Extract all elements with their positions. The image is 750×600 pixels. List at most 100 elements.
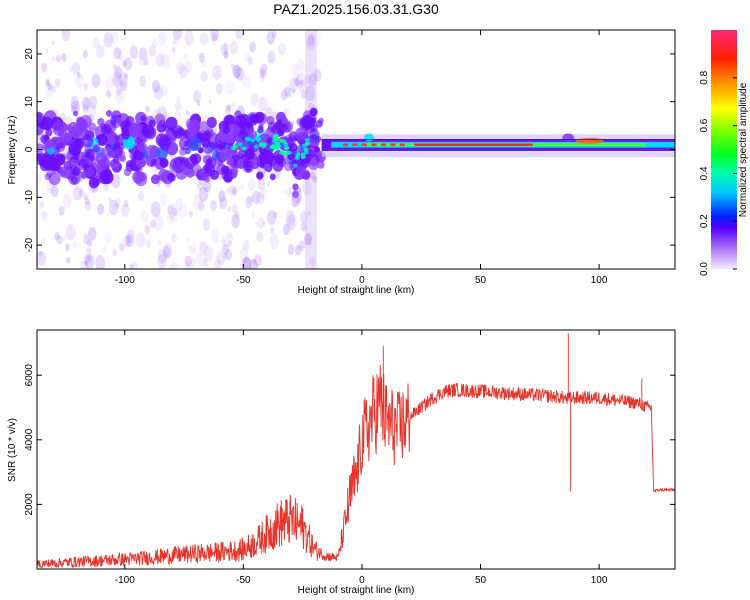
heatmap-noise-cell	[166, 212, 175, 226]
heatmap-cell	[84, 151, 91, 159]
snr-x-tick-label: 50	[475, 575, 487, 586]
spectrogram-y-ticks: -20 -10 0 10 20	[24, 48, 675, 252]
heatmap-noise-cell	[114, 65, 123, 79]
heatmap-cell	[48, 172, 61, 186]
heatmap-cell	[71, 127, 78, 135]
heatmap-noise-cell	[41, 210, 48, 221]
heatmap-cell	[88, 122, 97, 132]
heatmap-cell	[257, 126, 264, 134]
heatmap-noise-cell	[232, 186, 238, 196]
heatmap-cell	[69, 159, 78, 168]
heatmap-cell	[269, 173, 276, 181]
heatmap-cell	[226, 157, 235, 166]
heatmap-noise-cell	[45, 78, 50, 86]
heatmap-noise-cell	[183, 53, 188, 61]
heatmap-noise-cell	[262, 221, 266, 227]
heatmap-noise-cell	[88, 95, 98, 110]
heatmap-cell	[165, 141, 179, 156]
heatmap-noise-cell	[300, 221, 307, 232]
heatmap-noise-cell	[235, 30, 244, 39]
spectrogram-y-tick-label: -10	[24, 190, 35, 205]
heatmap-noise-cell	[240, 183, 244, 190]
heatmap-noise-cell	[65, 224, 76, 241]
heatmap-noise-cell	[122, 59, 127, 67]
heatmap-hot-cell	[286, 150, 292, 155]
heatmap-noise-cell	[211, 35, 216, 43]
heatmap-noise-cell	[236, 185, 240, 191]
heatmap-noise-cell	[223, 50, 229, 60]
heatmap-noise-cell	[137, 191, 145, 202]
heatmap-noise-cell	[285, 210, 296, 226]
heatmap-noise-cell	[62, 234, 67, 241]
heatmap-cell	[60, 134, 68, 143]
heatmap-noise-cell	[157, 248, 168, 264]
heatmap-noise-cell	[163, 243, 173, 259]
heatmap-noise-cell	[208, 99, 212, 105]
heatmap-noise-cell	[222, 239, 228, 248]
heatmap-noise-cell	[218, 190, 226, 203]
heatmap-noise-cell	[56, 235, 63, 245]
heatmap-noise-cell	[96, 44, 105, 59]
heatmap-noise-cell	[199, 240, 208, 254]
heatmap-noise-cell	[174, 100, 182, 112]
heatmap-cell	[112, 148, 126, 162]
heatmap-noise-cell	[287, 88, 294, 99]
heatmap-cell	[201, 137, 211, 148]
heatmap-cell	[86, 166, 95, 176]
heatmap-noise-cell	[266, 181, 271, 187]
heatmap-noise-cell	[77, 71, 81, 78]
heatmap-cell	[199, 121, 209, 132]
heatmap-noise-cell	[231, 214, 240, 229]
heatmap-noise-cell	[119, 79, 128, 92]
heatmap-noise-cell	[224, 104, 232, 115]
heatmap-noise-cell	[271, 111, 277, 119]
heatmap-noise-cell	[296, 196, 302, 205]
heatmap-noise-cell	[69, 66, 73, 73]
colorbar-tick-label: 0.8	[699, 70, 710, 84]
heatmap-cell	[109, 150, 116, 158]
heatmap-noise-cell	[176, 61, 185, 75]
snr-series-line	[37, 333, 675, 569]
spectrogram-x-tick-label: 50	[475, 275, 487, 286]
heatmap-noise-cell	[203, 258, 209, 268]
heatmap-noise-cell	[61, 30, 71, 42]
heatmap-noise-cell	[215, 83, 223, 95]
heatmap-cell	[284, 161, 293, 172]
heatmap-noise-cell	[232, 64, 241, 78]
heatmap-cell	[222, 125, 231, 134]
heatmap-noise-cell	[257, 177, 265, 191]
heatmap-noise-cell	[87, 103, 97, 118]
heatmap-noise-cell	[153, 214, 164, 231]
heatmap-cell	[241, 142, 247, 149]
heatmap-noise-cell	[249, 41, 257, 53]
heatmap-noise-cell	[157, 253, 167, 269]
heatmap-noise-cell	[145, 238, 152, 249]
heatmap-noise-cell	[248, 258, 258, 269]
heatmap-noise-cell	[129, 45, 139, 59]
heatmap-cell	[133, 122, 144, 134]
heatmap-noise-cell	[139, 75, 147, 87]
heatmap-noise-cell	[82, 50, 88, 59]
heatmap-noise-cell	[230, 63, 235, 70]
heatmap-noise-cell	[96, 203, 105, 216]
heatmap-noise-cell	[143, 60, 147, 66]
heatmap-noise-cell	[287, 244, 295, 255]
heatmap-noise-cell	[72, 61, 81, 75]
heatmap-noise-cell	[167, 205, 174, 215]
heatmap-noise-cell	[150, 201, 161, 218]
heatmap-noise-cell	[38, 250, 43, 257]
heatmap-cell	[287, 153, 294, 161]
heatmap-noise-cell	[118, 71, 129, 87]
heatmap-noise-cell	[196, 251, 206, 267]
snr-x-tick-label: -100	[115, 575, 135, 586]
heatmap-cell	[167, 172, 176, 182]
heatmap-noise-cell	[197, 200, 205, 212]
heatmap-noise-cell	[244, 196, 253, 209]
heatmap-noise-cell	[92, 37, 100, 49]
heatmap-noise-cell	[177, 204, 188, 220]
heatmap-cell	[154, 113, 166, 126]
heatmap-noise-cell	[212, 64, 222, 80]
heatmap-noise-cell	[250, 194, 255, 202]
heatmap-noise-cell	[157, 182, 161, 188]
